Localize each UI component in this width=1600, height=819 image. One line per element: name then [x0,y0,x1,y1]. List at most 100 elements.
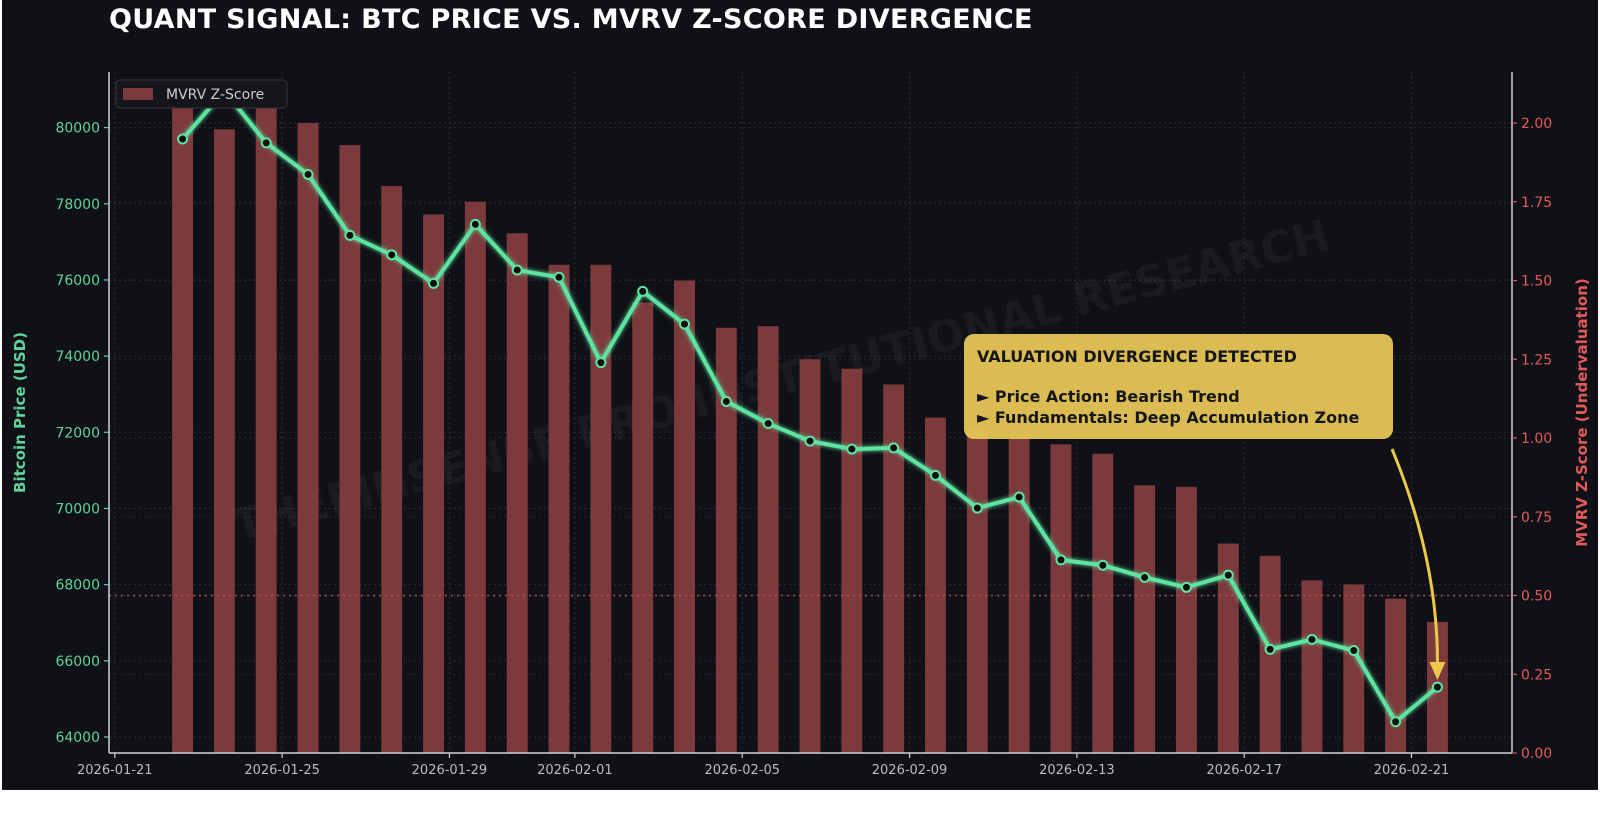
mvrv-bar [213,129,235,754]
mvrv-bar [423,214,445,754]
y-right-tick-label: 1.00 [1521,431,1552,447]
price-point [804,435,816,447]
mvrv-bar [925,417,946,753]
annotation-background [964,334,1393,439]
price-point [1222,569,1234,581]
x-tick-label: 2026-02-17 [1206,763,1282,778]
mvrv-bar [464,201,486,753]
mvrv-bar [381,186,403,754]
legend-swatch [123,88,153,100]
y-right-tick-label: 2.00 [1521,116,1552,132]
mvrv-bar [1050,444,1072,753]
price-point [553,271,565,283]
price-point [1390,716,1402,728]
mvrv-bar [632,302,654,753]
chart-title: QUANT SIGNAL: BTC PRICE VS. MVRV Z-SCORE… [109,4,1033,35]
annotation-line: ► Price Action: Bearish Trend [977,387,1240,406]
y-left-tick-label: 72000 [55,425,100,441]
price-point [1264,643,1276,655]
price-point [1431,681,1443,693]
mvrv-bar [1092,453,1114,753]
mvrv-bar [799,359,821,753]
mvrv-bar [1301,580,1323,753]
price-point [720,395,732,407]
y-right-axis-label: MVRV Z-Score (Undervaluation) [1573,278,1591,547]
price-point [386,249,398,261]
mvrv-bar [1217,543,1239,753]
y-left-tick-label: 70000 [55,501,100,517]
mvrv-bar [1176,486,1197,753]
annotation-heading: VALUATION DIVERGENCE DETECTED [977,347,1297,366]
mvrv-bar [757,326,779,753]
x-tick-label: 2026-01-21 [77,763,153,778]
annotation-box: VALUATION DIVERGENCE DETECTED ► Price Act… [964,334,1393,439]
y-right-tick-label: 0.75 [1521,510,1552,526]
mvrv-bar [883,384,905,753]
price-point [1097,559,1109,571]
mvrv-bar [966,428,988,753]
mvrv-bar [255,97,277,754]
price-point [637,285,649,297]
price-point [1139,571,1151,583]
price-point [344,229,356,241]
price-point [762,418,774,430]
mvrv-bar [1134,485,1156,753]
price-point [1348,645,1360,657]
mvrv-bar [1343,584,1365,753]
legend: MVRV Z-Score [115,79,288,109]
price-point [929,469,941,481]
y-left-tick-label: 80000 [55,121,100,137]
y-right-tick-label: 1.25 [1521,352,1552,368]
annotation-line: ► Fundamentals: Deep Accumulation Zone [977,408,1360,427]
price-point [1013,491,1025,503]
y-left-tick-label: 78000 [55,197,100,213]
y-right-tick-label: 0.50 [1521,589,1552,605]
mvrv-bar [548,264,570,753]
y-left-axis-label: Bitcoin Price (USD) [11,332,29,493]
mvrv-bar [590,264,612,753]
price-point [1055,554,1067,566]
mvrv-bar [841,368,863,753]
price-point [1180,581,1192,593]
x-tick-label: 2026-02-13 [1039,763,1115,778]
mvrv-bar [674,280,695,753]
mvrv-bar [506,233,528,753]
price-point [971,502,983,514]
y-right-tick-label: 0.00 [1521,746,1552,762]
price-point [1306,634,1318,645]
mvrv-bar [1008,438,1030,753]
y-left-tick-label: 74000 [55,349,100,365]
x-tick-label: 2026-01-29 [412,763,488,778]
mvrv-bar [339,145,361,753]
x-tick-label: 2026-02-01 [537,763,613,778]
price-point [888,442,900,454]
legend-box [115,79,288,109]
y-left-tick-label: 66000 [55,654,100,670]
y-left-tick-label: 76000 [55,273,100,289]
price-point [846,443,858,455]
price-point [177,133,189,145]
x-tick-label: 2026-02-21 [1374,763,1450,778]
price-point [595,357,607,369]
price-point [511,264,523,276]
price-point [679,318,691,330]
x-tick-label: 2026-02-09 [872,763,948,778]
price-point [260,137,272,149]
annotation-arrow [1390,448,1439,665]
y-right-tick-label: 0.25 [1521,667,1552,683]
y-right-tick-label: 1.50 [1521,274,1552,290]
y-right-tick-label: 1.75 [1521,195,1552,211]
x-tick-label: 2026-01-25 [244,763,320,778]
price-point [469,218,481,230]
price-point [302,168,314,180]
legend-label: MVRV Z-Score [166,87,264,103]
y-left-tick-label: 68000 [55,578,100,594]
price-point [428,277,440,289]
mvrv-bar [172,91,194,754]
mvrv-bar [297,123,319,753]
y-left-tick-label: 64000 [55,730,100,746]
mvrv-bar [715,327,737,753]
mvrv-bar [1385,598,1407,753]
